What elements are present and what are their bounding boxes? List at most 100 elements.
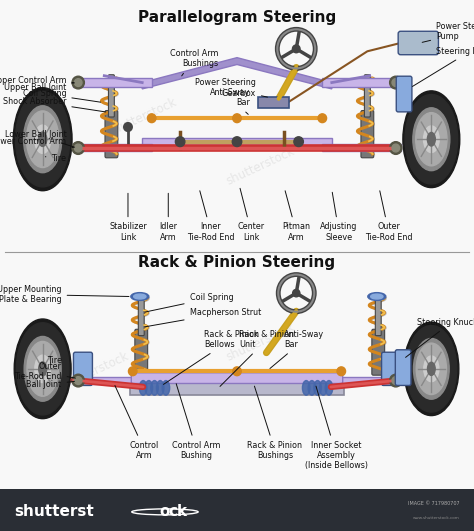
- Ellipse shape: [314, 381, 321, 395]
- Circle shape: [390, 142, 402, 155]
- Text: Control
Arm: Control Arm: [115, 386, 159, 460]
- Ellipse shape: [308, 381, 316, 395]
- Ellipse shape: [424, 126, 439, 152]
- Text: Upper Mounting
Plate & Bearing: Upper Mounting Plate & Bearing: [0, 285, 129, 304]
- Ellipse shape: [428, 132, 435, 146]
- Text: Steering Knuckle: Steering Knuckle: [406, 318, 474, 357]
- Polygon shape: [334, 377, 401, 384]
- Polygon shape: [73, 143, 152, 151]
- Polygon shape: [142, 138, 332, 147]
- Circle shape: [392, 144, 400, 152]
- Ellipse shape: [131, 293, 149, 301]
- FancyBboxPatch shape: [398, 31, 438, 55]
- Text: Power Steering
Pump: Power Steering Pump: [422, 22, 474, 42]
- FancyBboxPatch shape: [365, 75, 370, 117]
- Text: Inner Socket
Assembly
(Inside Bellows): Inner Socket Assembly (Inside Bellows): [305, 386, 368, 470]
- Ellipse shape: [145, 381, 153, 395]
- Ellipse shape: [35, 125, 51, 153]
- Ellipse shape: [156, 381, 164, 395]
- Text: Adjusting
Sleeve: Adjusting Sleeve: [320, 192, 357, 242]
- Ellipse shape: [13, 88, 72, 191]
- Ellipse shape: [416, 113, 447, 166]
- Polygon shape: [322, 143, 401, 151]
- Ellipse shape: [371, 294, 383, 299]
- FancyBboxPatch shape: [109, 75, 114, 117]
- Ellipse shape: [16, 92, 70, 187]
- Text: Shock Absorber: Shock Absorber: [3, 97, 106, 112]
- Circle shape: [72, 374, 84, 387]
- Ellipse shape: [162, 381, 170, 395]
- Circle shape: [233, 367, 241, 375]
- Text: Outer
Tie-Rod End: Outer Tie-Rod End: [365, 191, 412, 242]
- Text: ck: ck: [168, 504, 187, 519]
- Ellipse shape: [413, 338, 449, 399]
- Circle shape: [233, 114, 241, 123]
- FancyBboxPatch shape: [131, 373, 343, 383]
- Circle shape: [147, 114, 156, 123]
- Circle shape: [175, 137, 185, 147]
- Circle shape: [74, 144, 82, 152]
- FancyBboxPatch shape: [73, 352, 92, 386]
- Text: Coil Spring: Coil Spring: [23, 89, 100, 102]
- Circle shape: [318, 114, 327, 123]
- Text: Tire: Tire: [46, 155, 66, 163]
- Text: Upper Ball Joint: Upper Ball Joint: [4, 83, 74, 92]
- Text: Lower Control Arm: Lower Control Arm: [0, 137, 73, 148]
- FancyBboxPatch shape: [375, 295, 381, 336]
- Ellipse shape: [134, 294, 146, 299]
- Ellipse shape: [302, 381, 310, 395]
- Polygon shape: [73, 78, 152, 87]
- Text: Rack & Pinion Steering: Rack & Pinion Steering: [138, 255, 336, 270]
- Circle shape: [392, 79, 400, 87]
- Text: shutterstock: shutterstock: [106, 96, 179, 139]
- Circle shape: [294, 137, 303, 147]
- Ellipse shape: [38, 132, 47, 147]
- Ellipse shape: [424, 356, 439, 382]
- Ellipse shape: [325, 381, 333, 395]
- Ellipse shape: [319, 381, 327, 395]
- Circle shape: [292, 45, 300, 53]
- Text: Outer
Tie-Rod End: Outer Tie-Rod End: [14, 362, 75, 381]
- Circle shape: [232, 137, 242, 147]
- FancyBboxPatch shape: [135, 329, 148, 375]
- Ellipse shape: [24, 337, 61, 401]
- Ellipse shape: [35, 355, 50, 382]
- Text: Parallelogram Steering: Parallelogram Steering: [138, 10, 336, 24]
- FancyBboxPatch shape: [395, 350, 411, 386]
- Ellipse shape: [27, 341, 58, 396]
- Circle shape: [292, 289, 300, 297]
- Text: IMAGE © 717980707: IMAGE © 717980707: [408, 501, 460, 506]
- Text: shutterstock: shutterstock: [224, 320, 297, 364]
- Circle shape: [74, 79, 82, 87]
- Text: shutterstock: shutterstock: [224, 144, 297, 187]
- Text: o: o: [159, 504, 170, 519]
- Text: Pitman
Arm: Pitman Arm: [282, 191, 310, 242]
- Ellipse shape: [404, 322, 459, 416]
- Ellipse shape: [39, 362, 46, 376]
- Polygon shape: [73, 377, 140, 384]
- Text: Coil Spring: Coil Spring: [145, 294, 233, 312]
- Text: shutterstock: shutterstock: [58, 350, 131, 393]
- Ellipse shape: [14, 319, 71, 418]
- FancyBboxPatch shape: [138, 295, 144, 336]
- Text: Rack & Pinion
Bushings: Rack & Pinion Bushings: [247, 386, 302, 460]
- Circle shape: [72, 76, 84, 89]
- Polygon shape: [322, 78, 401, 87]
- Ellipse shape: [403, 91, 460, 187]
- Ellipse shape: [368, 293, 386, 301]
- Text: Lower Ball Joint: Lower Ball Joint: [5, 130, 74, 147]
- Ellipse shape: [406, 326, 457, 412]
- Circle shape: [128, 367, 137, 375]
- Circle shape: [72, 142, 84, 155]
- Text: Anti-Sway
Bar: Anti-Sway Bar: [210, 88, 250, 114]
- FancyBboxPatch shape: [382, 352, 401, 386]
- Ellipse shape: [413, 108, 450, 170]
- Circle shape: [74, 376, 82, 384]
- Text: Inner
Tie-Rod End: Inner Tie-Rod End: [187, 191, 235, 242]
- Text: Tire: Tire: [43, 356, 62, 365]
- Polygon shape: [142, 58, 332, 89]
- Ellipse shape: [428, 362, 435, 375]
- Circle shape: [392, 376, 400, 384]
- Polygon shape: [130, 382, 344, 395]
- Text: Control Arm
Bushings: Control Arm Bushings: [170, 49, 218, 76]
